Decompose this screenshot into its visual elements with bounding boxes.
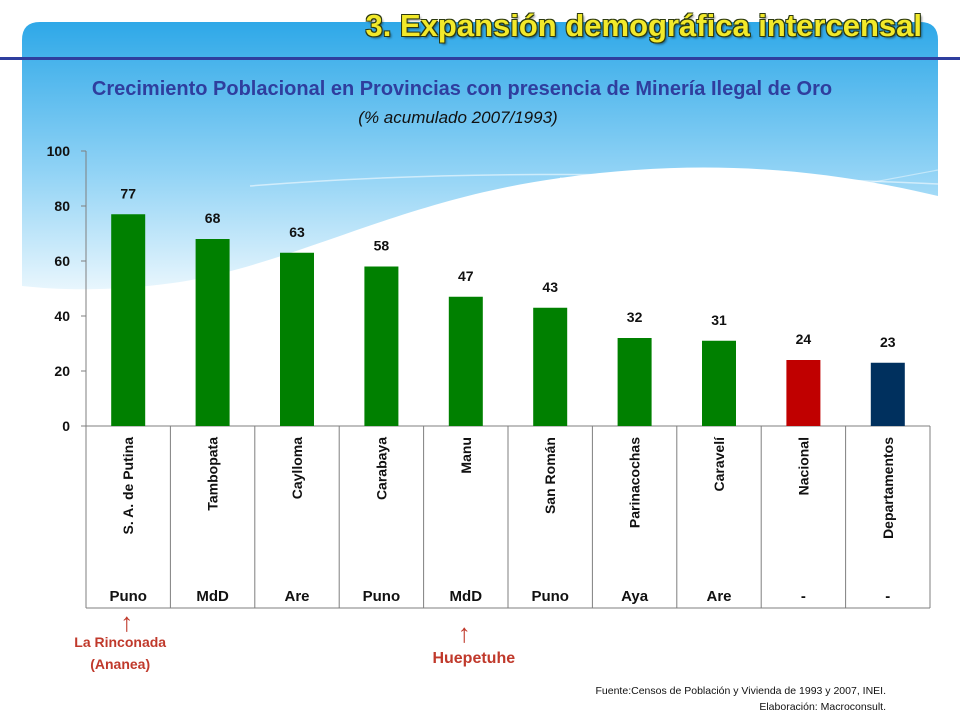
bar	[617, 338, 652, 426]
data-label: 32	[627, 309, 643, 325]
category-label: S. A. de Putina	[120, 437, 136, 535]
y-tick-label: 80	[54, 198, 70, 214]
bar	[364, 266, 399, 426]
category-label: Departamentos	[880, 437, 896, 539]
region-label: -	[885, 588, 890, 605]
region-label: Are	[706, 588, 731, 605]
annotation-line: La Rinconada	[74, 634, 167, 650]
bar	[533, 307, 568, 426]
category-label: Tambopata	[205, 437, 221, 511]
y-tick-label: 100	[47, 143, 71, 159]
data-label: 47	[458, 268, 474, 284]
region-label: MdD	[196, 588, 229, 605]
category-label: Caravelí	[711, 436, 727, 492]
region-label: -	[801, 588, 806, 605]
data-label: 63	[289, 224, 305, 240]
category-label: Caylloma	[289, 437, 305, 499]
chart-subtitle: (% acumulado 2007/1993)	[358, 108, 558, 127]
up-arrow-icon: ↑	[120, 607, 134, 637]
credit-line: Elaboración: Macroconsult.	[759, 701, 886, 713]
category-label: Nacional	[795, 437, 811, 495]
y-tick-label: 20	[54, 363, 70, 379]
title-divider	[0, 57, 960, 60]
y-tick-label: 0	[62, 418, 70, 434]
category-label: San Román	[542, 437, 558, 514]
annotation-line: Huepetuhe	[432, 650, 516, 667]
region-label: Puno	[363, 588, 401, 605]
region-label: Aya	[621, 588, 649, 605]
region-label: MdD	[450, 588, 483, 605]
data-label: 77	[120, 185, 136, 201]
data-label: 43	[542, 279, 558, 295]
category-label: Carabaya	[373, 437, 389, 500]
data-label: 23	[880, 334, 896, 350]
data-label: 68	[205, 210, 221, 226]
y-tick-label: 60	[54, 253, 70, 269]
bar	[702, 340, 736, 426]
data-label: 31	[711, 312, 727, 328]
slide-title: 3. Expansión demográfica intercensal	[365, 8, 922, 43]
up-arrow-icon: ↑	[457, 618, 471, 648]
source-note: Fuente:Censos de Población y Vivienda de…	[596, 683, 887, 715]
bar	[448, 296, 483, 426]
annotation-label: La Rinconada (Ananea)	[40, 631, 200, 675]
y-tick-label: 40	[54, 308, 70, 324]
category-label: Parinacochas	[627, 437, 643, 528]
bar	[786, 360, 821, 426]
source-line: Fuente:Censos de Población y Vivienda de…	[595, 685, 887, 697]
annotation-label: Huepetuhe	[394, 648, 554, 670]
data-label: 58	[374, 238, 390, 254]
category-label: Manu	[458, 437, 474, 474]
region-label: Are	[284, 588, 309, 605]
data-label: 24	[796, 331, 812, 347]
bar	[870, 362, 905, 426]
chart-title: Crecimiento Poblacional en Provincias co…	[91, 78, 833, 100]
annotation-line: (Ananea)	[90, 656, 151, 672]
bar	[280, 252, 314, 426]
bar	[195, 239, 230, 426]
bar	[111, 214, 146, 426]
region-label: Puno	[109, 588, 147, 605]
region-label: Puno	[531, 588, 569, 605]
